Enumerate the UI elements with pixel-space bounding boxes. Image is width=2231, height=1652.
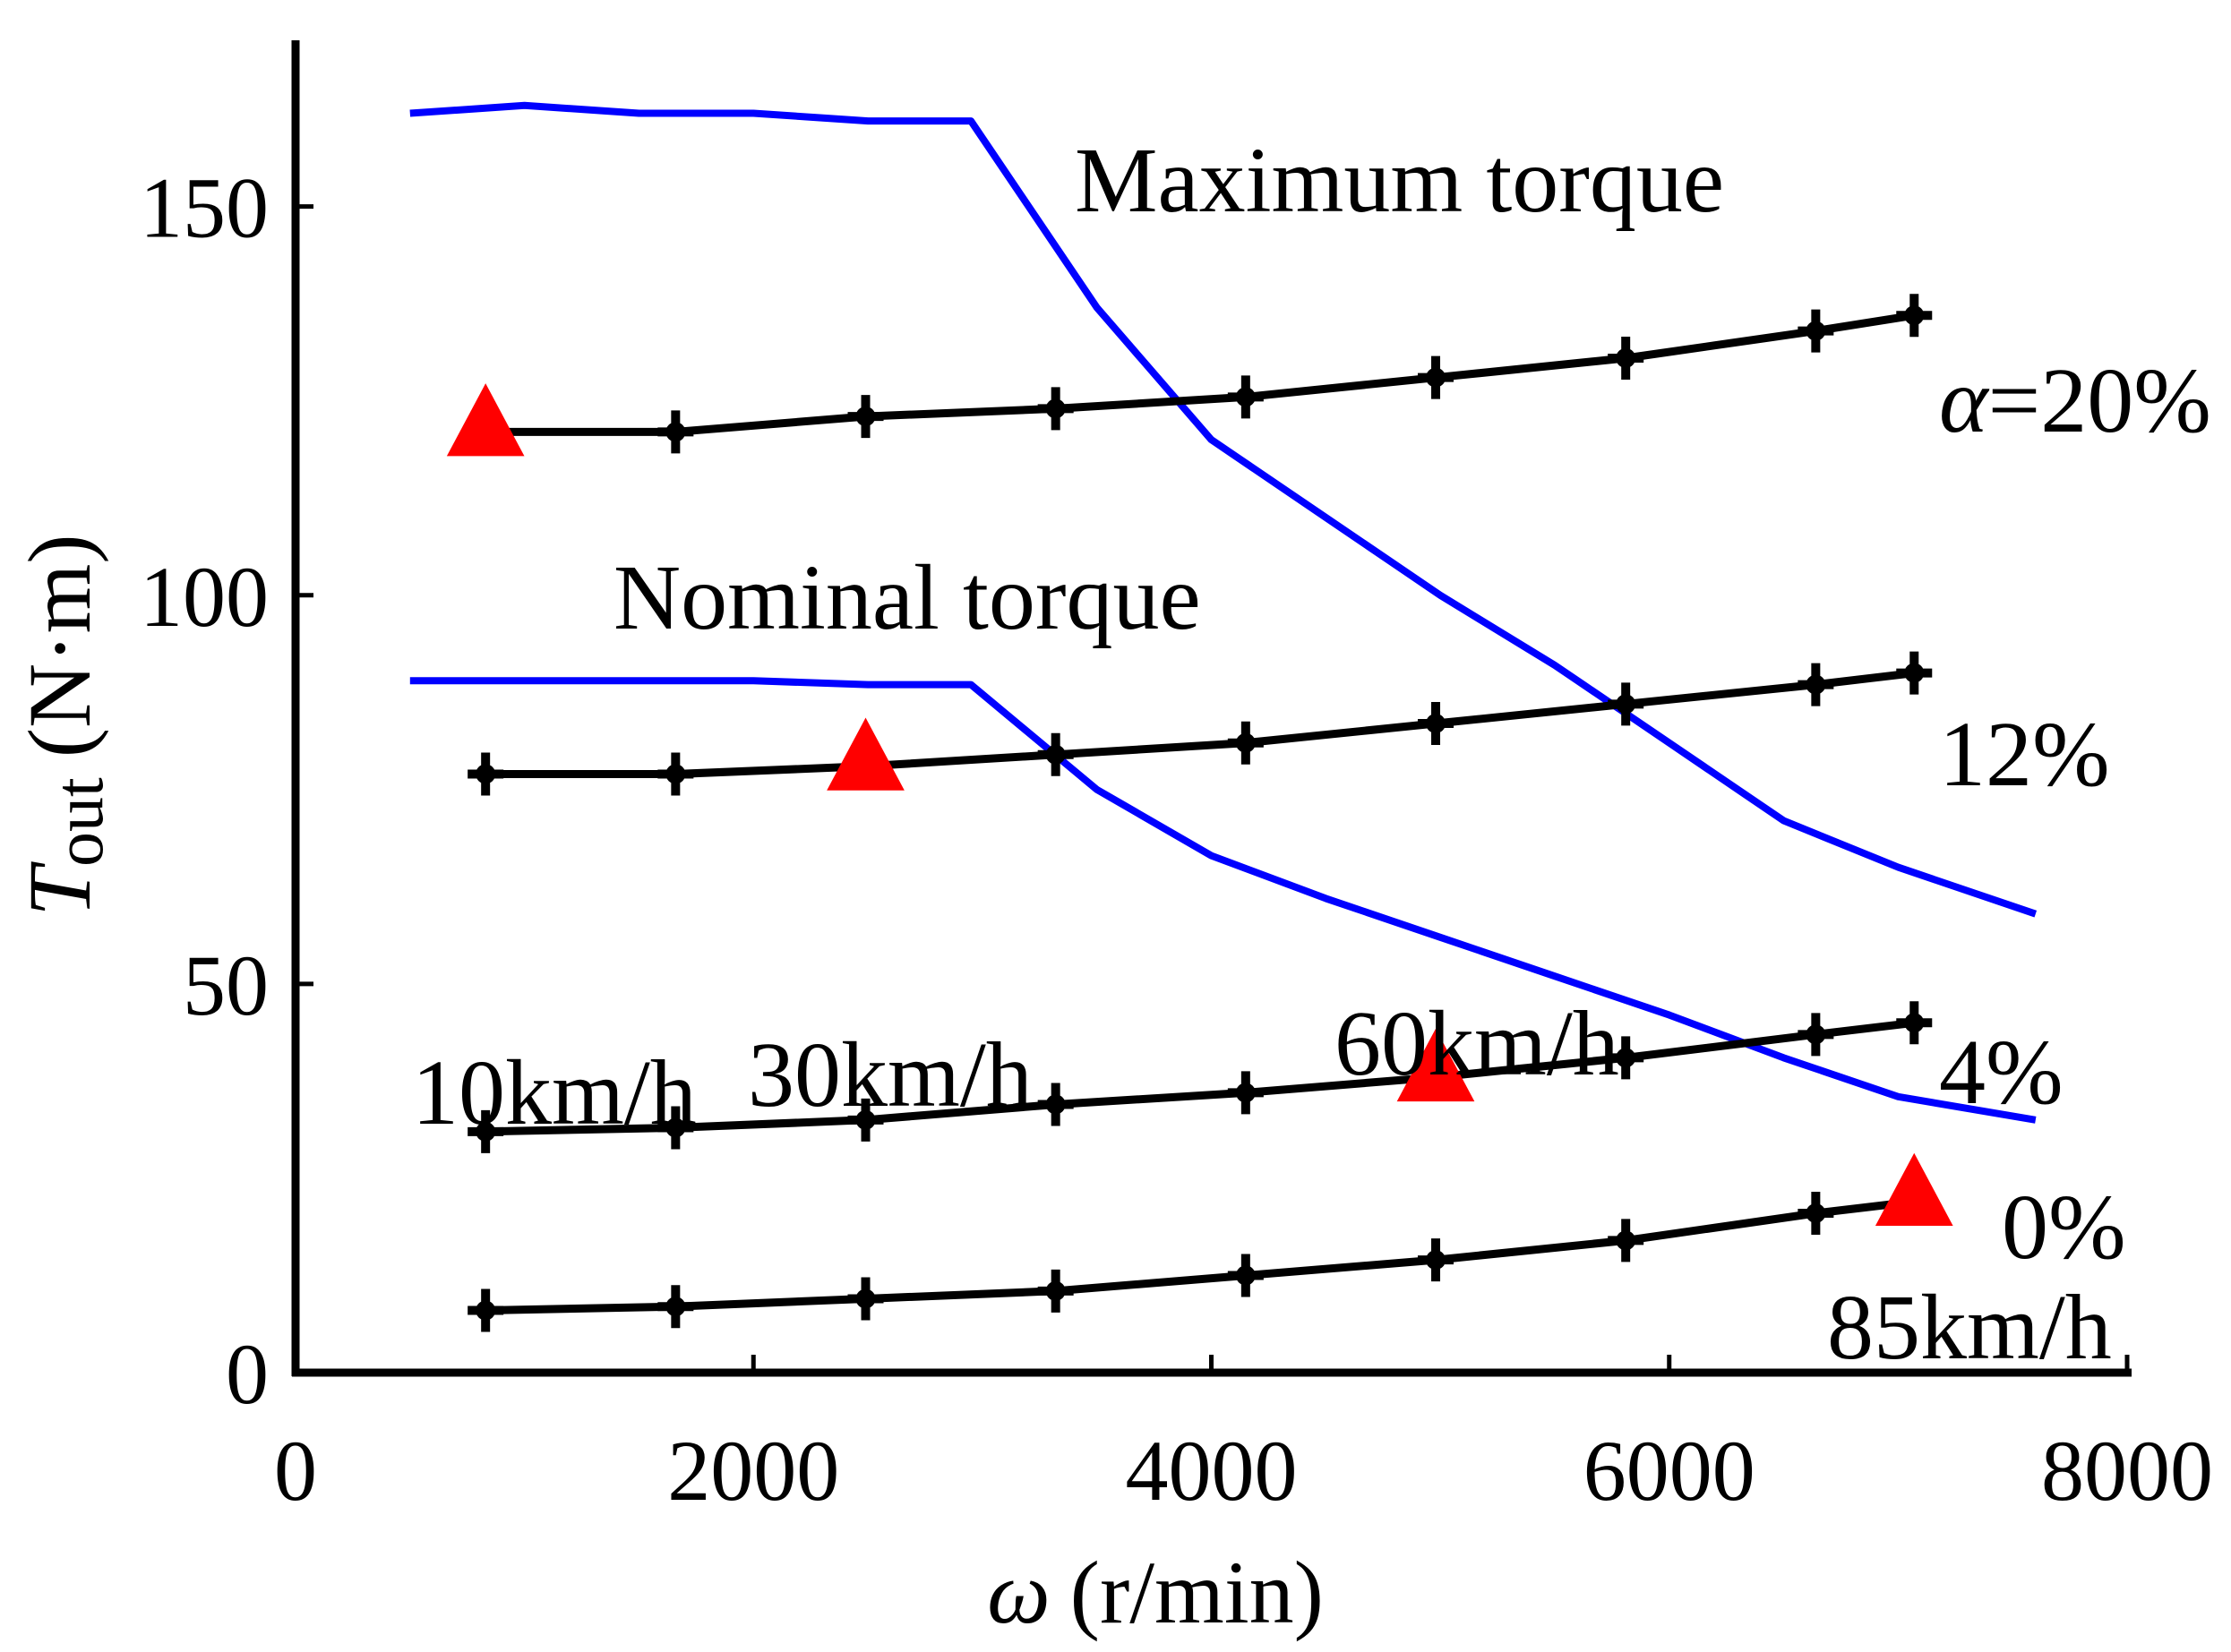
speed-30-label: 30km/h xyxy=(748,1023,1033,1126)
speed-marker-85km-h xyxy=(1875,1152,1953,1226)
series-point-alpha-0 xyxy=(1037,1269,1074,1313)
series-line-alpha-20 xyxy=(485,311,1916,436)
series-point-alpha-4 xyxy=(657,1106,694,1150)
x-tick-label: 6000 xyxy=(1583,1423,1755,1519)
x-axis-title: ω (r/min) xyxy=(987,1543,1324,1642)
alpha-20-label: α=20% xyxy=(1939,349,2211,452)
series-point-alpha-20 xyxy=(1798,309,1834,353)
series-point-alpha-20 xyxy=(847,395,884,439)
series-point-alpha-12 xyxy=(1896,651,1933,695)
alpha-12-label: 12% xyxy=(1939,703,2110,806)
speed-marker-10km-h xyxy=(446,383,525,457)
series-point-alpha-20 xyxy=(1418,355,1454,399)
series-point-alpha-20 xyxy=(1608,336,1644,380)
nominal-torque-label: Nominal torque xyxy=(614,546,1201,649)
speed-marker-60km-h xyxy=(1396,1028,1475,1102)
series-point-alpha-4 xyxy=(1608,1036,1644,1080)
speed-marker-30km-h xyxy=(827,717,905,791)
series-point-alpha-12 xyxy=(1037,732,1074,776)
series-point-alpha-0 xyxy=(1798,1192,1834,1236)
series-point-alpha-0 xyxy=(1608,1219,1644,1263)
series-point-alpha-12 xyxy=(657,752,694,796)
series-point-alpha-4 xyxy=(1227,1071,1264,1115)
x-tick-label: 4000 xyxy=(1126,1423,1298,1519)
series-point-alpha-0 xyxy=(657,1285,694,1329)
x-tick-label: 8000 xyxy=(2041,1423,2213,1519)
speed-60-label: 60km/h xyxy=(1334,992,1619,1095)
series-point-alpha-12 xyxy=(468,752,504,796)
series-point-alpha-4 xyxy=(847,1098,884,1142)
series-point-alpha-20 xyxy=(657,410,694,454)
series-line-alpha-0 xyxy=(485,1197,1915,1314)
series-point-alpha-12 xyxy=(1227,721,1264,765)
y-tick-label: 100 xyxy=(140,549,269,645)
plot-markers xyxy=(446,294,1953,1332)
series-line-alpha-12 xyxy=(485,669,1915,778)
axes xyxy=(291,40,2132,1377)
alpha-0-label: 0% xyxy=(2002,1176,2126,1279)
series-point-alpha-12 xyxy=(1608,682,1644,726)
limit-curve-maximum-torque xyxy=(409,101,2038,918)
series-point-alpha-0 xyxy=(1227,1254,1264,1297)
series-point-alpha-12 xyxy=(1418,702,1454,746)
series-point-alpha-0 xyxy=(468,1288,504,1332)
speed-85-label: 85km/h xyxy=(1827,1276,2112,1379)
y-axis-title: Tout(N·m) xyxy=(10,534,117,916)
series-line-alpha-4 xyxy=(485,1018,1915,1136)
series-point-alpha-20 xyxy=(1227,375,1264,419)
y-tick-label: 50 xyxy=(183,937,269,1033)
max-torque-label: Maximum torque xyxy=(1075,129,1724,232)
series-point-alpha-20 xyxy=(1896,294,1933,338)
series-point-alpha-4 xyxy=(1037,1083,1074,1126)
series-point-alpha-0 xyxy=(1418,1238,1454,1282)
series-point-alpha-0 xyxy=(847,1277,884,1321)
x-tick-label: 2000 xyxy=(667,1423,839,1519)
series-point-alpha-4 xyxy=(1896,1001,1933,1045)
x-tick-label: 0 xyxy=(274,1423,317,1519)
series-point-alpha-20 xyxy=(1037,387,1074,431)
alpha-4-label: 4% xyxy=(1939,1021,2064,1124)
series-point-alpha-12 xyxy=(1798,663,1834,706)
y-tick-label: 0 xyxy=(226,1326,269,1422)
series-point-alpha-4 xyxy=(1798,1013,1834,1057)
speed-10-label: 10km/h xyxy=(412,1041,697,1144)
ticks: 0 2000 4000 6000 8000 0 50 100 150 xyxy=(140,160,2213,1519)
y-tick-label: 150 xyxy=(140,160,269,256)
series-point-alpha-4 xyxy=(468,1109,504,1153)
